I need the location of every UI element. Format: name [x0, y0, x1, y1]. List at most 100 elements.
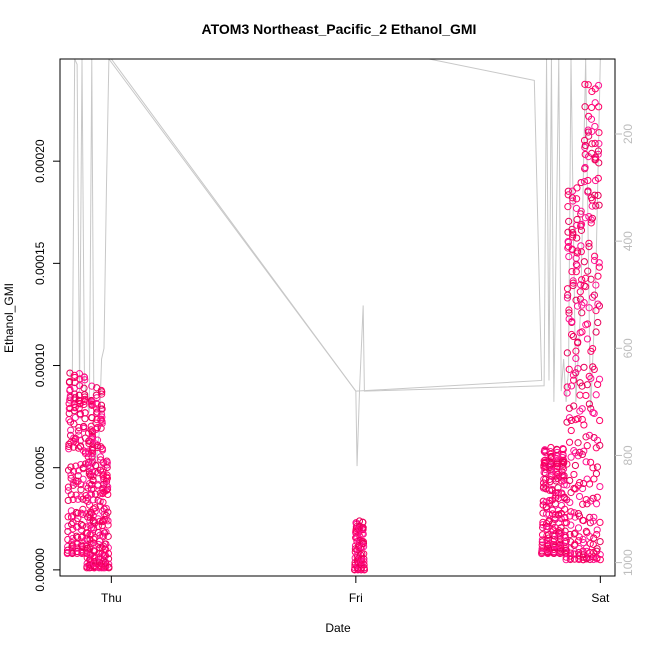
data-point	[570, 470, 578, 479]
data-point	[577, 210, 585, 218]
data-point	[594, 81, 603, 90]
data-point	[65, 445, 73, 453]
data-point	[587, 404, 595, 413]
data-point	[569, 197, 577, 205]
data-point	[104, 549, 113, 558]
data-point	[580, 299, 588, 307]
data-point	[567, 330, 576, 339]
y-axis-title: Ethanol_GMI	[2, 283, 16, 353]
data-point	[93, 423, 101, 432]
data-point	[594, 300, 602, 308]
data-point	[85, 563, 94, 571]
data-point	[359, 530, 367, 538]
data-point	[581, 141, 589, 150]
data-point	[91, 504, 99, 512]
data-point	[102, 504, 110, 513]
data-point	[98, 388, 106, 396]
right-tick-label: 1000	[621, 549, 635, 576]
data-point	[590, 365, 598, 373]
data-point	[102, 528, 110, 536]
data-point	[569, 229, 577, 237]
data-point	[71, 373, 79, 382]
data-point	[82, 510, 90, 518]
data-point	[596, 518, 604, 527]
right-tick-label: 800	[621, 445, 635, 465]
data-point	[586, 540, 594, 548]
pressure-line	[69, 59, 601, 467]
right-axis: 200 400 600 800 1000	[615, 124, 635, 576]
data-point	[69, 518, 77, 527]
right-tick-label: 400	[621, 231, 635, 251]
data-point	[98, 446, 107, 454]
data-point	[571, 555, 579, 563]
data-point	[76, 410, 84, 418]
data-point	[74, 472, 82, 480]
data-point	[547, 443, 555, 452]
y-tick-label: 0.00000	[33, 548, 47, 592]
data-point	[593, 530, 601, 539]
data-point	[564, 238, 573, 246]
data-point	[92, 461, 100, 469]
data-point	[566, 554, 575, 562]
data-point	[571, 461, 579, 470]
data-point	[595, 259, 603, 267]
data-point	[568, 317, 576, 326]
data-point	[565, 217, 573, 225]
data-point	[585, 431, 594, 439]
data-point	[65, 378, 74, 386]
y-axis: 0.00000 0.00005 0.00010 0.00015 0.00020	[33, 139, 60, 592]
data-point	[554, 491, 562, 499]
data-point	[67, 491, 75, 499]
data-point	[77, 533, 86, 542]
right-tick-label: 600	[621, 338, 635, 358]
data-point	[591, 122, 599, 131]
data-point	[569, 281, 577, 290]
data-point	[79, 522, 87, 530]
data-point	[560, 472, 568, 480]
data-point	[580, 421, 588, 429]
data-point	[589, 344, 597, 353]
data-point	[587, 374, 595, 382]
data-point	[566, 549, 575, 557]
data-point	[71, 390, 79, 398]
data-point	[568, 246, 576, 254]
data-point	[595, 201, 603, 209]
data-point	[103, 463, 111, 472]
data-point	[582, 458, 590, 466]
data-point	[596, 551, 604, 559]
data-point	[355, 517, 364, 525]
data-point	[86, 490, 95, 498]
data-point	[565, 365, 573, 373]
data-point	[577, 220, 586, 228]
data-point	[578, 405, 586, 413]
data-point	[67, 426, 75, 434]
data-point	[65, 442, 73, 451]
data-point	[564, 291, 572, 299]
data-point	[103, 474, 112, 482]
data-point	[589, 494, 597, 502]
data-point	[66, 418, 75, 426]
data-point	[595, 263, 603, 271]
data-point	[76, 375, 84, 383]
data-point	[77, 493, 85, 501]
data-point	[75, 431, 83, 439]
data-point	[575, 552, 583, 560]
data-point	[360, 543, 368, 551]
data-point	[579, 517, 588, 525]
data-point	[91, 507, 99, 516]
data-point	[97, 410, 106, 418]
data-point	[590, 409, 598, 418]
data-point	[591, 252, 599, 260]
data-point	[89, 468, 97, 476]
data-point	[75, 370, 84, 378]
data-point	[588, 103, 596, 112]
data-point	[575, 537, 583, 545]
data-point	[104, 532, 112, 540]
data-point	[66, 404, 74, 412]
data-point	[589, 464, 597, 472]
x-axis-title: Date	[325, 621, 351, 635]
data-point	[582, 495, 590, 504]
data-point	[99, 498, 107, 506]
data-point	[566, 545, 574, 553]
data-point	[595, 375, 604, 383]
